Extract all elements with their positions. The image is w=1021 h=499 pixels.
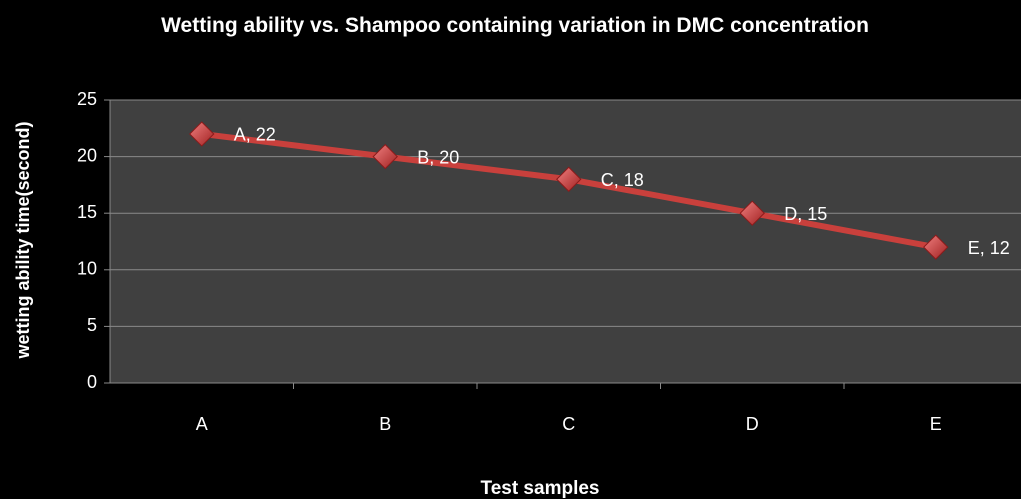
data-label: D, 15 bbox=[784, 204, 827, 224]
marker bbox=[556, 166, 582, 192]
x-axis-label: Test samples bbox=[481, 478, 600, 499]
data-label: C, 18 bbox=[601, 170, 644, 190]
y-tick-label: 0 bbox=[87, 372, 97, 392]
x-tick-label: E bbox=[930, 414, 942, 434]
x-tick-label: A bbox=[196, 414, 208, 434]
chart-title: Wetting ability vs. Shampoo containing v… bbox=[161, 14, 869, 37]
marker bbox=[372, 143, 398, 170]
marker bbox=[189, 121, 215, 147]
data-label: A, 22 bbox=[234, 125, 276, 145]
y-tick-label: 10 bbox=[77, 259, 97, 279]
x-tick-label: C bbox=[562, 414, 575, 434]
plot-area bbox=[110, 100, 1021, 383]
marker bbox=[923, 234, 949, 260]
y-tick-label: 15 bbox=[77, 202, 97, 222]
data-label: E, 12 bbox=[968, 238, 1010, 258]
y-axis-label: wetting ability time(second) bbox=[13, 121, 33, 359]
y-tick-label: 20 bbox=[77, 145, 97, 165]
marker bbox=[739, 200, 765, 226]
y-tick-label: 5 bbox=[87, 315, 97, 335]
x-tick-label: B bbox=[379, 414, 391, 434]
x-tick-label: D bbox=[746, 414, 759, 434]
y-tick-label: 25 bbox=[77, 89, 97, 109]
data-label: B, 20 bbox=[417, 147, 459, 167]
